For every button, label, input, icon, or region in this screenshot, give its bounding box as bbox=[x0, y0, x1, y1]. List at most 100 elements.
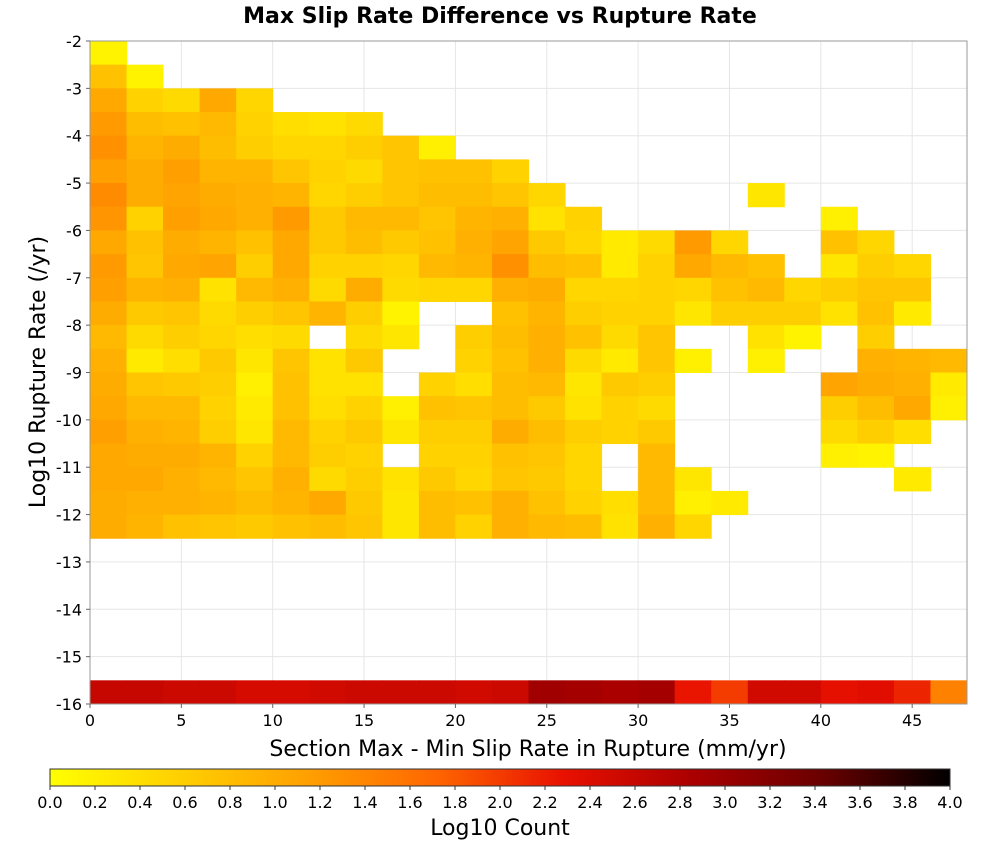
heatmap-cell bbox=[345, 206, 383, 231]
y-tick-label: -5 bbox=[66, 174, 82, 193]
heatmap-cell bbox=[638, 680, 676, 705]
heatmap-cell bbox=[638, 277, 676, 302]
heatmap-cell bbox=[163, 183, 201, 208]
heatmap-cell bbox=[236, 490, 274, 516]
heatmap-cell bbox=[236, 419, 274, 445]
heatmap-cell bbox=[491, 277, 529, 302]
heatmap-cell bbox=[491, 443, 529, 468]
heatmap-cell bbox=[382, 301, 420, 326]
heatmap-cell bbox=[455, 467, 493, 492]
y-tick-label: -16 bbox=[56, 695, 82, 714]
heatmap-cell bbox=[784, 301, 822, 326]
heatmap-cell bbox=[528, 230, 566, 255]
heatmap-cell bbox=[126, 206, 164, 231]
heatmap-cell bbox=[272, 680, 310, 705]
heatmap-cell bbox=[272, 372, 310, 397]
heatmap-cell bbox=[345, 680, 383, 705]
heatmap-cell bbox=[455, 230, 493, 255]
heatmap-cell bbox=[236, 254, 274, 279]
heatmap-cell bbox=[528, 325, 566, 350]
heatmap-cell bbox=[638, 348, 676, 373]
heatmap-cell bbox=[528, 183, 566, 208]
colorbar-tick-label: 2.4 bbox=[577, 793, 602, 812]
heatmap-cell bbox=[199, 206, 237, 231]
heatmap-cell bbox=[674, 301, 712, 326]
heatmap-cell bbox=[418, 514, 456, 539]
heatmap-cell bbox=[418, 490, 456, 516]
heatmap-cell bbox=[893, 254, 931, 279]
heatmap-cell bbox=[455, 443, 493, 468]
heatmap-cell bbox=[236, 325, 274, 350]
heatmap-cell bbox=[784, 277, 822, 302]
heatmap-cell bbox=[528, 680, 566, 705]
heatmap-cell bbox=[747, 325, 785, 350]
heatmap-cell bbox=[309, 443, 347, 468]
heatmap-cell bbox=[199, 254, 237, 279]
heatmap-cell bbox=[491, 419, 529, 445]
colorbar-tick-label: 1.4 bbox=[352, 793, 377, 812]
heatmap-cell bbox=[382, 135, 420, 160]
heatmap-cell bbox=[163, 348, 201, 373]
heatmap-cell bbox=[236, 277, 274, 302]
heatmap-cell bbox=[565, 254, 603, 279]
heatmap-cell bbox=[126, 372, 164, 397]
colorbar-tick-label: 0.4 bbox=[127, 793, 152, 812]
heatmap-cell bbox=[528, 348, 566, 373]
heatmap-cell bbox=[309, 277, 347, 302]
heatmap-cell bbox=[638, 419, 676, 445]
heatmap-cell bbox=[345, 135, 383, 160]
heatmap-cell bbox=[163, 514, 201, 539]
heatmap-cell bbox=[455, 206, 493, 231]
chart-title: Max Slip Rate Difference vs Rupture Rate bbox=[243, 4, 757, 29]
heatmap-cell bbox=[126, 254, 164, 279]
heatmap-cell bbox=[747, 301, 785, 326]
heatmap-cell bbox=[528, 206, 566, 231]
heatmap-cell bbox=[199, 514, 237, 539]
heatmap-cell bbox=[126, 467, 164, 492]
heatmap-cell bbox=[418, 254, 456, 279]
heatmap-cell bbox=[528, 467, 566, 492]
y-axis-ticks: -2 -3 -4 -5 -6 -7 -8 -9 -10 -11 -12 -13 -14 -15 -16 bbox=[56, 32, 90, 714]
heatmap-cell bbox=[163, 467, 201, 492]
heatmap-cell bbox=[345, 325, 383, 350]
heatmap-cell bbox=[711, 680, 749, 705]
heatmap-cell bbox=[565, 301, 603, 326]
heatmap-cell bbox=[309, 301, 347, 326]
y-tick-label: -3 bbox=[66, 79, 82, 98]
heatmap-cell bbox=[382, 183, 420, 208]
heatmap-cell bbox=[820, 419, 858, 445]
heatmap-cell bbox=[565, 680, 603, 705]
heatmap-cell bbox=[528, 396, 566, 421]
heatmap-cell bbox=[272, 467, 310, 492]
heatmap-cell bbox=[382, 206, 420, 231]
heatmap-cell bbox=[272, 514, 310, 539]
heatmap-cell bbox=[126, 88, 164, 113]
heatmap-cell bbox=[272, 301, 310, 326]
heatmap-cell bbox=[199, 348, 237, 373]
heatmap-cell bbox=[455, 372, 493, 397]
heatmap-cell bbox=[382, 159, 420, 184]
heatmap-cell bbox=[893, 301, 931, 326]
heatmap-cell bbox=[455, 277, 493, 302]
heatmap-cell bbox=[272, 159, 310, 184]
y-tick-label: -15 bbox=[56, 648, 82, 667]
heatmap-cell bbox=[236, 348, 274, 373]
heatmap-cell bbox=[674, 277, 712, 302]
heatmap-cell bbox=[272, 254, 310, 279]
heatmap-cell bbox=[674, 514, 712, 539]
x-axis-label: Section Max - Min Slip Rate in Rupture (… bbox=[269, 737, 786, 762]
heatmap-cell bbox=[126, 490, 164, 516]
heatmap-cell bbox=[491, 514, 529, 539]
heatmap-cell bbox=[418, 467, 456, 492]
heatmap-cell bbox=[90, 230, 128, 255]
heatmap-cell bbox=[674, 254, 712, 279]
y-tick-label: -11 bbox=[56, 458, 82, 477]
heatmap-cell bbox=[90, 490, 128, 516]
heatmap-cell bbox=[893, 348, 931, 373]
colorbar-tick-label: 0.8 bbox=[217, 793, 242, 812]
heatmap-cell bbox=[309, 348, 347, 373]
heatmap-cell bbox=[90, 680, 128, 705]
heatmap-cell bbox=[236, 230, 274, 255]
heatmap-cell bbox=[565, 277, 603, 302]
heatmap-cell bbox=[455, 396, 493, 421]
